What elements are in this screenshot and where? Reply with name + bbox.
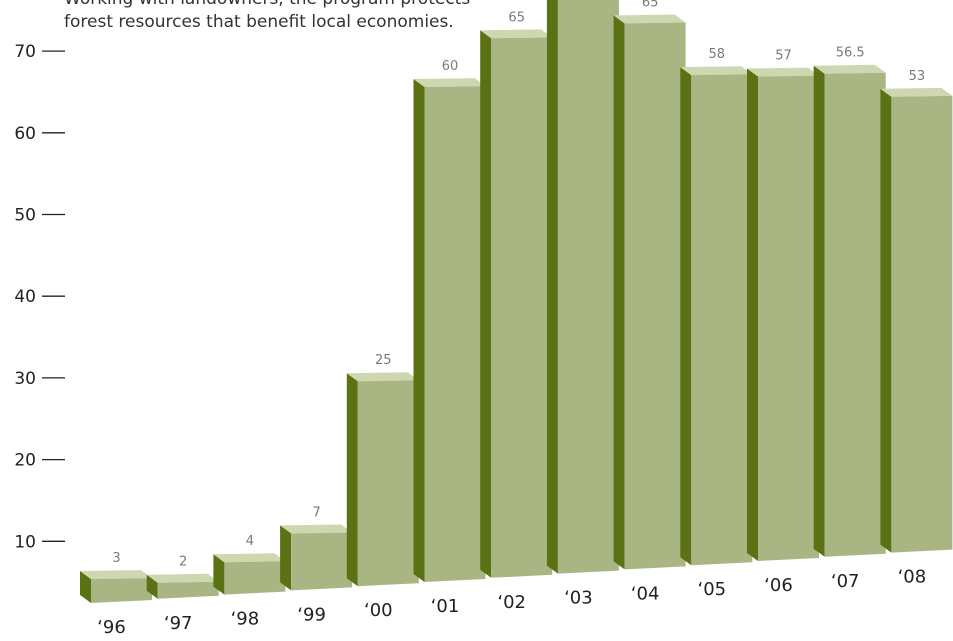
bar: 2 [146, 555, 219, 599]
bar-front-face [557, 0, 619, 574]
y-tick-label: 40 [14, 287, 36, 307]
bar-top-face [613, 14, 686, 24]
bar-side-face [346, 373, 358, 587]
x-tick-label: ‘99 [297, 604, 326, 625]
bar-side-face [546, 0, 558, 574]
x-tick-label: ‘01 [431, 596, 460, 617]
bar-side-face [80, 571, 91, 603]
bar: 65 [480, 10, 553, 578]
chart-subtitle-line-2: forest resources that benefit local econ… [64, 12, 454, 32]
bar: 57 [747, 49, 819, 561]
x-tick-label: ‘06 [764, 575, 793, 596]
bar: 60 [413, 59, 486, 582]
x-tick-label: ‘08 [898, 567, 927, 588]
bar-front-face [491, 37, 553, 578]
bar: 25 [346, 353, 419, 587]
bar: 3 [80, 551, 152, 603]
bar-side-face [146, 574, 158, 599]
bar: 4 [213, 534, 286, 595]
bar-top-face [680, 66, 753, 76]
bar-front-face [424, 86, 486, 582]
bar-front-face [157, 581, 219, 599]
bar-value-label: 7 [312, 505, 320, 520]
x-tick-label: ‘02 [497, 592, 526, 613]
bar-side-face [613, 15, 625, 570]
bar-value-label: 65 [642, 0, 659, 10]
bar-front-face [624, 22, 686, 570]
y-tick-label: 60 [14, 124, 36, 144]
x-tick-label: ‘03 [564, 588, 593, 609]
bar-side-face [480, 30, 492, 578]
bar-value-label: 25 [375, 353, 392, 368]
bar-side-face [813, 65, 825, 557]
bar-top-face [146, 573, 219, 583]
bar-top-face [480, 29, 553, 39]
bar-front-face [291, 532, 353, 591]
bar-value-label: 65 [508, 10, 525, 25]
bar-front-face [891, 95, 953, 553]
x-tick-label: ‘04 [631, 583, 660, 604]
y-axis: 10 20 30 40 50 60 70 [14, 42, 65, 552]
y-tick-label: 50 [14, 206, 36, 226]
bar: 53 [880, 69, 953, 553]
bar-top-face [413, 78, 486, 87]
bar-top-face [813, 64, 886, 74]
y-tick-label: 70 [14, 42, 36, 62]
bar-side-face [213, 554, 225, 595]
bar-front-face [691, 74, 753, 566]
x-tick-label: ‘96 [97, 617, 126, 638]
x-tick-label: ‘00 [364, 600, 393, 621]
bar-top-face [880, 87, 953, 97]
bar-side-face [747, 68, 758, 561]
bar-value-label: 58 [709, 47, 726, 62]
bar: 65 [613, 0, 686, 570]
bar-front-face [224, 561, 286, 595]
bar: 7 [280, 505, 353, 591]
bar-top-face [346, 372, 419, 382]
x-tick-label: ‘97 [164, 613, 193, 634]
bar-side-face [880, 88, 892, 553]
bar-top-face [80, 570, 152, 579]
bar-front-face [91, 578, 152, 603]
chart-subtitle-line-1: Working with landowners, the program pro… [64, 0, 470, 9]
x-tick-label: ‘98 [231, 609, 260, 630]
y-tick-label: 20 [14, 451, 36, 471]
bar-top-face [747, 67, 819, 77]
x-tick-label: ‘05 [697, 579, 726, 600]
bar: 56.5 [813, 46, 886, 557]
bar-side-face [680, 67, 692, 566]
bar-front-face [758, 75, 819, 561]
bar-value-label: 2 [179, 555, 187, 570]
bar-top-face [280, 524, 353, 534]
bars: 3 2 4 7 25 60 65 69 65 58 57 56.5 53 [80, 0, 953, 603]
bar-top-face [213, 553, 286, 563]
bar-front-face [357, 380, 419, 587]
bar: 69 [546, 0, 619, 574]
x-axis-labels: ‘96 ‘97 ‘98 ‘99 ‘00 ‘01 ‘02 ‘03 ‘04 ‘05 ‘06 ‘07 ‘08 [97, 567, 926, 638]
bar-side-face [413, 79, 425, 582]
y-tick-label: 10 [14, 532, 36, 552]
bar-value-label: 4 [246, 534, 254, 549]
bar-value-label: 53 [909, 69, 926, 84]
bar-value-label: 57 [775, 49, 792, 64]
bar-front-face [824, 72, 886, 557]
bar-value-label: 56.5 [836, 46, 865, 61]
bar-value-label: 3 [112, 551, 120, 566]
bar-side-face [280, 525, 292, 591]
y-tick-label: 30 [14, 369, 36, 389]
bar-value-label: 60 [442, 59, 459, 74]
bar: 58 [680, 47, 753, 566]
x-tick-label: ‘07 [831, 571, 860, 592]
